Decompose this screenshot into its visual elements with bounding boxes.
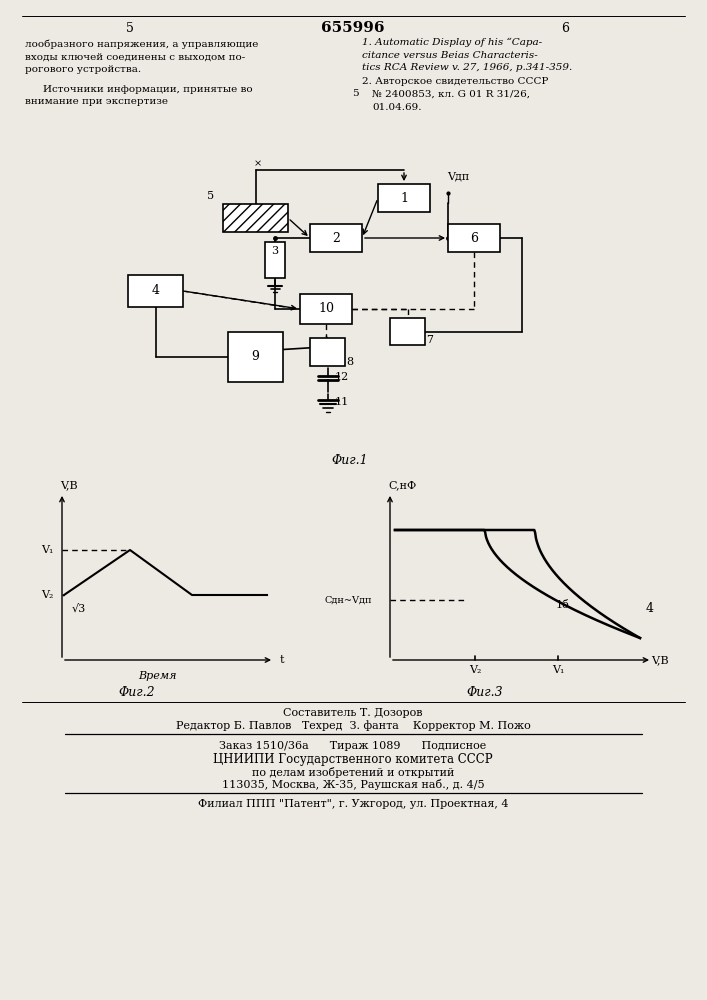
Bar — [448, 224, 500, 252]
Text: Филиал ППП "Патент", г. Ужгород, ул. Проектная, 4: Филиал ППП "Патент", г. Ужгород, ул. Про… — [198, 799, 508, 809]
Bar — [310, 224, 362, 252]
Text: 4: 4 — [151, 284, 160, 298]
Bar — [128, 275, 183, 307]
Text: Заказ 1510/36а      Тираж 1089      Подписное: Заказ 1510/36а Тираж 1089 Подписное — [219, 741, 486, 751]
Text: рогового устройства.: рогового устройства. — [25, 66, 141, 75]
Text: Время: Время — [138, 671, 176, 681]
Text: 10: 10 — [318, 302, 334, 316]
Text: V,B: V,B — [651, 655, 669, 665]
Text: V₂: V₂ — [41, 590, 53, 600]
Bar — [228, 332, 283, 382]
Text: 113035, Москва, Ж-35, Раушская наб., д. 4/5: 113035, Москва, Ж-35, Раушская наб., д. … — [222, 780, 484, 790]
Text: входы ключей соединены с выходом по-: входы ключей соединены с выходом по- — [25, 52, 245, 62]
Text: √3: √3 — [72, 604, 86, 614]
Text: C,нФ: C,нФ — [388, 480, 416, 490]
Text: 12: 12 — [334, 372, 349, 382]
Text: 9: 9 — [252, 351, 259, 363]
Text: Φиг.2: Φиг.2 — [119, 686, 156, 698]
Text: 6: 6 — [561, 21, 569, 34]
Text: 7: 7 — [426, 335, 433, 345]
Text: Составитель Т. Дозоров: Составитель Т. Дозоров — [284, 708, 423, 718]
Text: Φиг.1: Φиг.1 — [332, 454, 368, 466]
Text: Vдп: Vдп — [447, 171, 469, 181]
Text: V₂: V₂ — [469, 665, 481, 675]
Bar — [300, 294, 352, 324]
Text: ×: × — [253, 159, 262, 168]
Text: Редактор Б. Павлов   Техред  З. фанта    Корректор М. Пожо: Редактор Б. Павлов Техред З. фанта Корре… — [175, 721, 530, 731]
Text: 5: 5 — [207, 191, 214, 201]
Text: 1. Automatic Display of his “Capa-: 1. Automatic Display of his “Capa- — [362, 37, 542, 47]
Text: 2. Авторское свидетельство СССР: 2. Авторское свидетельство СССР — [362, 77, 549, 86]
Bar — [310, 338, 345, 366]
Text: по делам изобретений и открытий: по делам изобретений и открытий — [252, 766, 454, 778]
Text: Cдн~Vдп: Cдн~Vдп — [325, 595, 372, 604]
Text: 3: 3 — [271, 246, 279, 256]
Text: V₁: V₁ — [551, 665, 564, 675]
Text: 4: 4 — [646, 601, 654, 614]
Text: 1: 1 — [400, 192, 408, 205]
Text: 655996: 655996 — [321, 21, 385, 35]
Bar — [265, 242, 285, 278]
Bar — [223, 204, 288, 232]
Text: Источники информации, принятые во: Источники информации, принятые во — [43, 85, 252, 94]
Text: 1б: 1б — [556, 600, 570, 610]
Text: № 2400853, кл. G 01 R 31/26,: № 2400853, кл. G 01 R 31/26, — [372, 90, 530, 99]
Text: Φиг.3: Φиг.3 — [467, 686, 503, 698]
Bar — [390, 318, 425, 345]
Bar — [378, 184, 430, 212]
Text: citance versus Beias Characteris-: citance versus Beias Characteris- — [362, 50, 538, 60]
Text: ЦНИИПИ Государственного комитета СССР: ЦНИИПИ Государственного комитета СССР — [214, 752, 493, 766]
Text: 01.04.69.: 01.04.69. — [372, 103, 421, 111]
Text: 8: 8 — [346, 357, 354, 367]
Text: лообразного напряжения, а управляющие: лообразного напряжения, а управляющие — [25, 39, 258, 49]
Text: внимание при экспертизе: внимание при экспертизе — [25, 98, 168, 106]
Text: 2: 2 — [332, 232, 340, 244]
Text: t: t — [280, 655, 284, 665]
Text: tics RCA Review v. 27, 1966, p.341-359.: tics RCA Review v. 27, 1966, p.341-359. — [362, 64, 572, 73]
Text: 5: 5 — [126, 21, 134, 34]
Text: V₁: V₁ — [41, 545, 53, 555]
Text: 11: 11 — [334, 397, 349, 407]
Text: V,B: V,B — [60, 480, 78, 490]
Text: 6: 6 — [470, 232, 478, 244]
Text: 5: 5 — [351, 89, 358, 98]
